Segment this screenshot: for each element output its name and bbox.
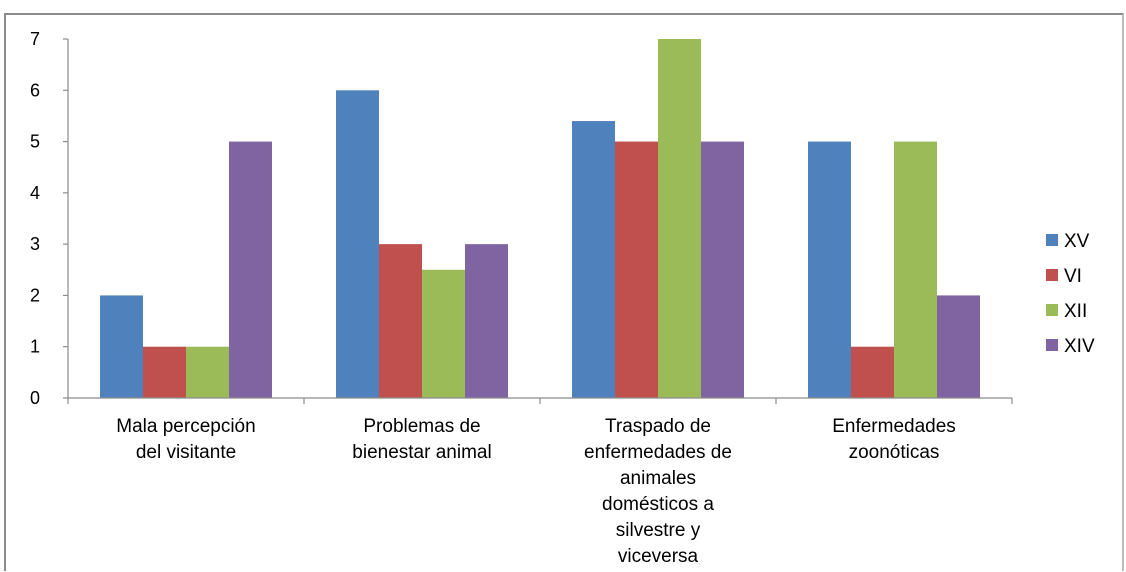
- bar-xv-cat-3: [572, 121, 615, 398]
- bar-xii-cat-2: [422, 269, 465, 398]
- bar-xiv-cat-1: [229, 141, 272, 398]
- y-tick-label: 3: [30, 234, 40, 254]
- category-label-line: viceversa: [618, 546, 699, 567]
- bar-vi-cat-3: [615, 141, 658, 398]
- category-label-line: zoonóticas: [849, 442, 940, 463]
- category-label-line: bienestar animal: [352, 442, 491, 463]
- category-label-line: domésticos a: [602, 494, 714, 515]
- category-label-1: Mala percepción del visitante: [116, 416, 255, 463]
- bar-xii-cat-4: [894, 141, 937, 398]
- legend-swatch-xii: [1046, 304, 1058, 316]
- axes-layer: [63, 38, 1013, 404]
- category-label-line: Enfermedades: [832, 416, 956, 437]
- legend-label-vi: VI: [1064, 266, 1082, 287]
- y-tick-label: 1: [30, 337, 40, 357]
- category-label-3: Traspado de enfermedades de animales domést…: [584, 416, 732, 567]
- bars-layer: [100, 39, 980, 398]
- y-tick-label: 0: [30, 388, 40, 408]
- bar-vi-cat-1: [143, 346, 186, 398]
- legend-label-xv: XV: [1064, 231, 1090, 252]
- legend-swatch-xiv: [1046, 339, 1058, 351]
- bar-xv-cat-1: [100, 295, 143, 398]
- y-tick-label: 4: [30, 183, 40, 203]
- y-tick-label: 5: [30, 132, 40, 152]
- category-label-line: Mala percepción: [116, 416, 255, 437]
- bar-xv-cat-2: [336, 90, 379, 398]
- legend-label-xiv: XIV: [1064, 336, 1095, 357]
- legend: XV VI XII XIV: [1046, 231, 1095, 357]
- y-tick-label: 6: [30, 80, 40, 100]
- bar-xiv-cat-3: [701, 141, 744, 398]
- bar-xii-cat-1: [186, 346, 229, 398]
- category-label-line: Traspado de: [605, 416, 711, 437]
- legend-swatch-vi: [1046, 269, 1058, 281]
- category-label-line: Problemas de: [363, 416, 480, 437]
- bar-xiv-cat-4: [937, 295, 980, 398]
- bar-xiv-cat-2: [465, 244, 508, 398]
- category-label-4: Enfermedades zoonóticas: [832, 416, 956, 463]
- bar-vi-cat-2: [379, 244, 422, 398]
- category-label-line: animales: [620, 468, 696, 489]
- y-tick-label: 7: [30, 29, 40, 49]
- bar-vi-cat-4: [851, 346, 894, 398]
- bar-xii-cat-3: [658, 39, 701, 398]
- bar-xv-cat-4: [808, 141, 851, 398]
- category-labels: Mala percepción del visitante Problemas de…: [116, 416, 956, 567]
- category-label-line: enfermedades de: [584, 442, 732, 463]
- category-label-2: Problemas de bienestar animal: [352, 416, 491, 463]
- legend-label-xii: XII: [1064, 301, 1087, 322]
- chart-frame: [4, 13, 1124, 571]
- category-label-line: silvestre y: [616, 520, 701, 541]
- legend-swatch-xv: [1046, 234, 1058, 246]
- y-tick-label: 2: [30, 285, 40, 305]
- y-tick-labels: 0 1 2 3 4 5 6 7: [30, 29, 40, 408]
- category-label-line: del visitante: [136, 442, 236, 463]
